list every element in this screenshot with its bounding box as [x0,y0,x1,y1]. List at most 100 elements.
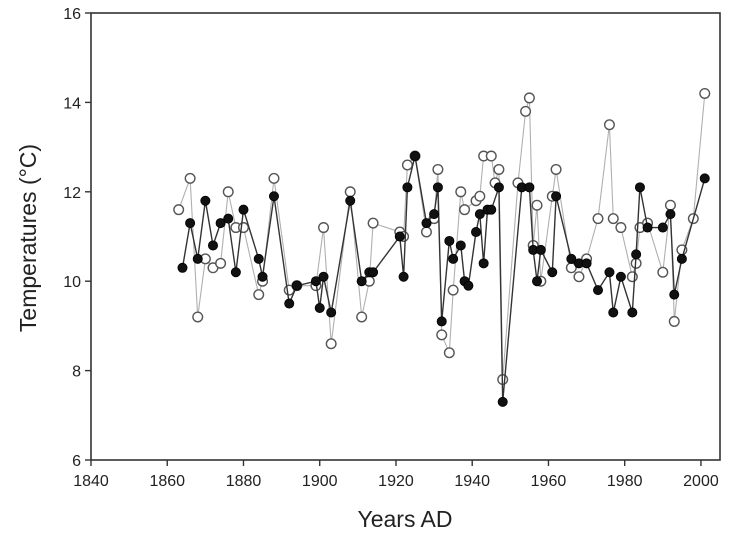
data-point-filled [318,271,329,282]
data-point-open [474,190,486,202]
data-point-filled [478,258,489,269]
data-point-open [268,172,280,184]
plot-border [90,12,721,461]
data-point-filled [215,218,226,229]
data-point-open [420,226,432,238]
data-point-open [668,315,680,327]
data-point-open [531,199,543,211]
data-point-filled [444,235,455,246]
data-point-filled [608,307,619,318]
data-point-open [356,311,368,323]
data-point-filled [257,271,268,282]
data-point-open [192,311,204,323]
data-point-filled [455,240,466,251]
data-point-filled [524,182,535,193]
x-tick-label: 1840 [73,473,109,490]
data-point-open [699,87,711,99]
data-point-filled [627,307,638,318]
data-point-open [607,213,619,225]
data-point-open [436,329,448,341]
data-point-filled [356,276,367,287]
data-point-open [485,150,497,162]
y-tick-label: 10 [63,274,81,291]
data-point-filled [314,303,325,314]
data-point-open [520,105,532,117]
data-point-filled [253,253,264,264]
x-tick-label: 2000 [683,473,719,490]
x-tick-label: 1860 [149,473,185,490]
data-point-filled [223,213,234,224]
data-point-open [318,222,330,234]
data-point-open [443,347,455,359]
data-point-filled [657,222,668,233]
data-point-open [173,204,185,216]
data-point-filled [699,173,710,184]
data-point-filled [394,231,405,242]
data-point-filled [474,209,485,220]
y-tick-label: 6 [72,453,81,470]
data-point-open [237,222,249,234]
data-point-filled [676,253,687,264]
data-point-filled [429,209,440,220]
data-point-filled [493,182,504,193]
data-point-filled [291,280,302,291]
data-point-open [344,186,356,198]
series-filled [177,151,710,407]
data-point-open [573,271,585,283]
data-point-filled [604,267,615,278]
data-point-filled [238,204,249,215]
data-point-filled [615,271,626,282]
series-layer [173,87,711,407]
data-point-open [325,338,337,350]
data-point-filled [642,222,653,233]
data-point-filled [463,280,474,291]
data-point-filled [185,218,196,229]
data-point-open [550,163,562,175]
data-point-filled [634,182,645,193]
data-point-open [523,92,535,104]
data-point-filled [345,195,356,206]
data-point-filled [581,258,592,269]
data-point-filled [432,182,443,193]
data-point-open [664,199,676,211]
data-point-open [447,284,459,296]
data-point-filled [268,191,279,202]
data-point-filled [177,262,188,273]
data-point-open [603,119,615,131]
y-tick-label: 12 [63,185,81,202]
data-point-filled [421,218,432,229]
x-tick-label: 1980 [607,473,643,490]
data-point-filled [535,244,546,255]
data-point-filled [207,240,218,251]
x-tick-label: 1900 [302,473,338,490]
data-point-open [367,217,379,229]
y-tick-label: 8 [72,364,81,381]
data-point-filled [200,195,211,206]
data-point-open [459,204,471,216]
data-point-filled [326,307,337,318]
data-point-filled [448,253,459,264]
data-point-filled [497,396,508,407]
data-point-open [222,186,234,198]
x-tick-label: 1960 [531,473,567,490]
data-point-filled [402,182,413,193]
data-point-open [215,257,227,269]
data-point-filled [665,209,676,220]
data-point-filled [486,204,497,215]
data-point-open [615,222,627,234]
data-point-filled [410,151,421,162]
data-point-open [493,163,505,175]
x-tick-label: 1920 [378,473,414,490]
y-axis-title: Temperatures (°C) [15,144,41,332]
data-point-filled [230,267,241,278]
series-open [173,87,711,386]
x-tick-label: 1940 [454,473,490,490]
data-point-open [455,186,467,198]
data-point-open [184,172,196,184]
data-point-open [657,266,669,278]
data-point-filled [284,298,295,309]
data-point-filled [436,316,447,327]
data-point-filled [310,276,321,287]
axis-ticks: 1840 1860 1880 1900 1920 1940 1960 1980 2000 6 8 10… [63,6,719,490]
data-point-filled [631,249,642,260]
